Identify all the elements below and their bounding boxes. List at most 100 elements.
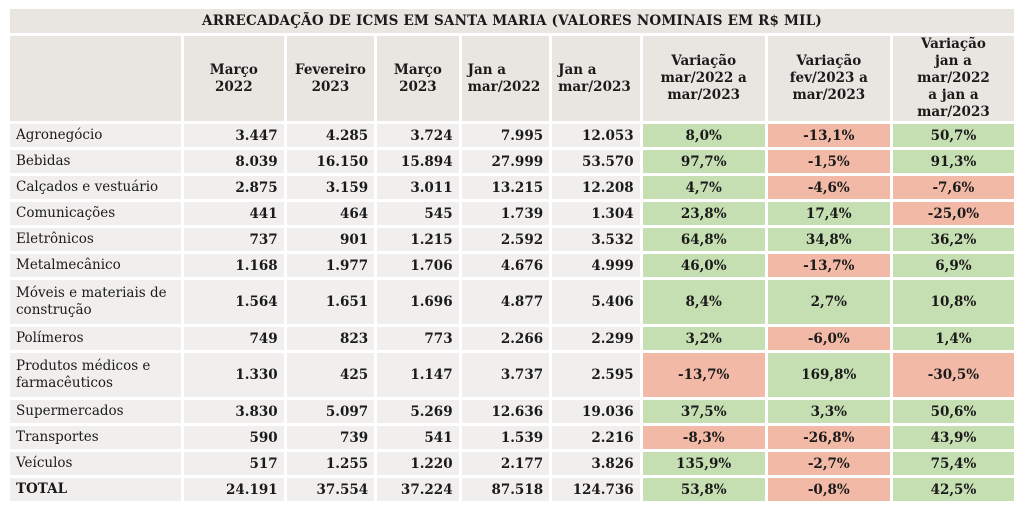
variation-cell: 43,9% xyxy=(892,426,1014,449)
table-row: Móveis e materiais de construção 1.564 1.… xyxy=(10,280,1014,324)
value-cell: 737 xyxy=(183,228,284,251)
value-cell: 1.539 xyxy=(461,426,550,449)
value-cell: 823 xyxy=(286,327,375,350)
value-cell: 1.330 xyxy=(183,353,284,397)
category-cell: Produtos médicos e farmacêuticos xyxy=(10,353,181,397)
variation-cell: 34,8% xyxy=(767,228,890,251)
header-jan-mar-2023: Jan a mar/2023 xyxy=(552,36,640,121)
category-cell: Supermercados xyxy=(10,400,181,423)
value-cell: 1.564 xyxy=(183,280,284,324)
table-row: Transportes 590 739 541 1.539 2.216 -8,3… xyxy=(10,426,1014,449)
value-cell: 1.255 xyxy=(286,452,375,475)
variation-cell: 37,5% xyxy=(642,400,765,423)
value-cell: 1.706 xyxy=(377,254,459,277)
value-cell: 4.285 xyxy=(286,124,375,147)
total-variation-cell: 53,8% xyxy=(642,478,765,501)
total-variation-cell: -0,8% xyxy=(767,478,890,501)
table-row: Veículos 517 1.255 1.220 2.177 3.826 135… xyxy=(10,452,1014,475)
value-cell: 2.592 xyxy=(461,228,550,251)
table-row: Metalmecânico 1.168 1.977 1.706 4.676 4.… xyxy=(10,254,1014,277)
variation-cell: -8,3% xyxy=(642,426,765,449)
value-cell: 590 xyxy=(183,426,284,449)
variation-cell: -25,0% xyxy=(892,202,1014,225)
value-cell: 464 xyxy=(286,202,375,225)
variation-cell: 75,4% xyxy=(892,452,1014,475)
value-cell: 16.150 xyxy=(286,150,375,173)
variation-cell: 91,3% xyxy=(892,150,1014,173)
value-cell: 5.406 xyxy=(552,280,640,324)
value-cell: 5.269 xyxy=(377,400,459,423)
table-row: Produtos médicos e farmacêuticos 1.330 42… xyxy=(10,353,1014,397)
value-cell: 12.053 xyxy=(552,124,640,147)
table-row: Bebidas 8.039 16.150 15.894 27.999 53.57… xyxy=(10,150,1014,173)
variation-cell: -4,6% xyxy=(767,176,890,199)
value-cell: 545 xyxy=(377,202,459,225)
header-var-jan-mar: Variação jan a mar/2022 a jan a mar/2023 xyxy=(892,36,1014,121)
value-cell: 1.651 xyxy=(286,280,375,324)
variation-cell: 135,9% xyxy=(642,452,765,475)
header-category xyxy=(10,36,181,121)
value-cell: 2.177 xyxy=(461,452,550,475)
value-cell: 1.215 xyxy=(377,228,459,251)
total-variation-cell: 42,5% xyxy=(892,478,1014,501)
header-marco-2022: Março 2022 xyxy=(183,36,284,121)
table-row: Eletrônicos 737 901 1.215 2.592 3.532 64… xyxy=(10,228,1014,251)
table-title: ARRECADAÇÃO DE ICMS EM SANTA MARIA (VALO… xyxy=(10,9,1014,33)
value-cell: 12.208 xyxy=(552,176,640,199)
value-cell: 1.220 xyxy=(377,452,459,475)
category-cell: Móveis e materiais de construção xyxy=(10,280,181,324)
value-cell: 3.159 xyxy=(286,176,375,199)
value-cell: 1.168 xyxy=(183,254,284,277)
variation-cell: -26,8% xyxy=(767,426,890,449)
value-cell: 1.696 xyxy=(377,280,459,324)
category-cell: Agronegócio xyxy=(10,124,181,147)
variation-cell: 97,7% xyxy=(642,150,765,173)
value-cell: 1.147 xyxy=(377,353,459,397)
value-cell: 2.875 xyxy=(183,176,284,199)
value-cell: 3.532 xyxy=(552,228,640,251)
variation-cell: 8,0% xyxy=(642,124,765,147)
value-cell: 739 xyxy=(286,426,375,449)
value-cell: 19.036 xyxy=(552,400,640,423)
category-cell: Comunicações xyxy=(10,202,181,225)
variation-cell: 46,0% xyxy=(642,254,765,277)
icms-table-container: ARRECADAÇÃO DE ICMS EM SANTA MARIA (VALO… xyxy=(10,9,1014,501)
header-jan-mar-2022: Jan a mar/2022 xyxy=(461,36,550,121)
value-cell: 4.877 xyxy=(461,280,550,324)
value-cell: 4.999 xyxy=(552,254,640,277)
category-cell: Veículos xyxy=(10,452,181,475)
category-cell: Calçados e vestuário xyxy=(10,176,181,199)
table-row: Agronegócio 3.447 4.285 3.724 7.995 12.0… xyxy=(10,124,1014,147)
value-cell: 517 xyxy=(183,452,284,475)
value-cell: 773 xyxy=(377,327,459,350)
variation-cell: 17,4% xyxy=(767,202,890,225)
value-cell: 3.447 xyxy=(183,124,284,147)
value-cell: 749 xyxy=(183,327,284,350)
value-cell: 53.570 xyxy=(552,150,640,173)
variation-cell: 50,6% xyxy=(892,400,1014,423)
table-row: Calçados e vestuário 2.875 3.159 3.011 1… xyxy=(10,176,1014,199)
variation-cell: -30,5% xyxy=(892,353,1014,397)
value-cell: 2.595 xyxy=(552,353,640,397)
value-cell: 1.739 xyxy=(461,202,550,225)
value-cell: 1.977 xyxy=(286,254,375,277)
variation-cell: 50,7% xyxy=(892,124,1014,147)
variation-cell: 169,8% xyxy=(767,353,890,397)
value-cell: 13.215 xyxy=(461,176,550,199)
total-value-cell: 37.554 xyxy=(286,478,375,501)
variation-cell: -13,7% xyxy=(767,254,890,277)
value-cell: 3.826 xyxy=(552,452,640,475)
value-cell: 3.011 xyxy=(377,176,459,199)
value-cell: 7.995 xyxy=(461,124,550,147)
value-cell: 2.266 xyxy=(461,327,550,350)
header-var-fev23-mar23: Variação fev/2023 a mar/2023 xyxy=(767,36,890,121)
variation-cell: 23,8% xyxy=(642,202,765,225)
value-cell: 15.894 xyxy=(377,150,459,173)
value-cell: 901 xyxy=(286,228,375,251)
total-row: TOTAL 24.191 37.554 37.224 87.518 124.73… xyxy=(10,478,1014,501)
value-cell: 5.097 xyxy=(286,400,375,423)
value-cell: 8.039 xyxy=(183,150,284,173)
table-row: Polímeros 749 823 773 2.266 2.299 3,2% -… xyxy=(10,327,1014,350)
value-cell: 12.636 xyxy=(461,400,550,423)
